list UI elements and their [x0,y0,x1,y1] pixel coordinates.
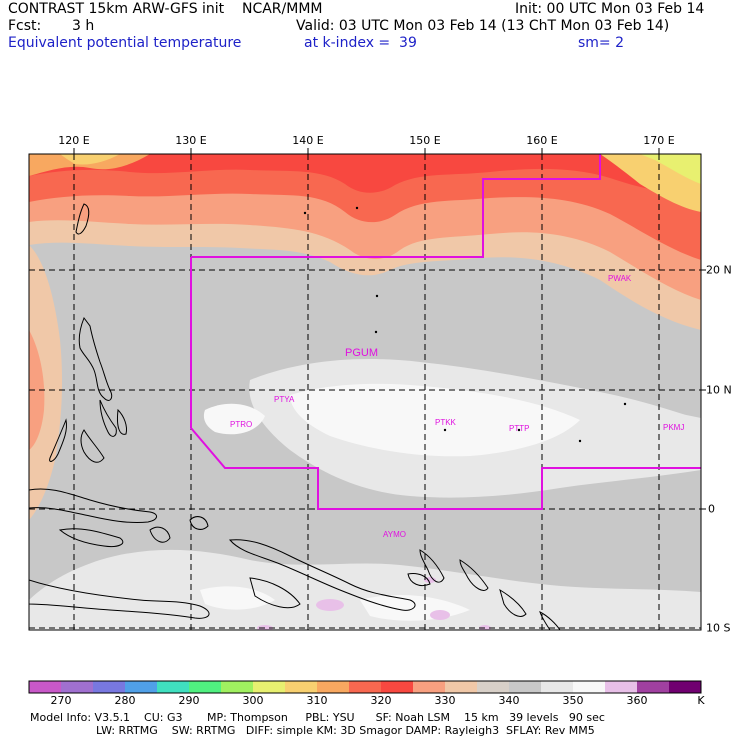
smoothing: sm= 2 [578,35,625,51]
lat-label-20n: 20 N [706,263,732,277]
colorbar-swatch [509,681,542,693]
colorbar-swatch [445,681,478,693]
level-index: at k-index = 39 [304,35,417,51]
colorbar-swatch [157,681,190,693]
station-aymo: AYMO [383,530,406,539]
colorbar-swatch [605,681,638,693]
colorbar-label-360: 360 [626,694,648,707]
field-name: Equivalent potential temperature [8,35,242,51]
forecast-hour: 3 h [72,18,95,34]
lon-label-120: 120 E [58,134,90,147]
model-info-line2: LW: RRTMG SW: RRTMG DIFF: simple KM: 3D … [96,724,595,737]
colorbar-swatch [573,681,606,693]
station-markers [303,206,627,443]
colorbar-swatch [349,681,382,693]
colorbar-swatch [125,681,158,693]
colorbar-swatch [61,681,94,693]
station-ptro: PTRO [230,420,252,429]
station-pgum: PGUM [345,347,378,359]
valid-time: Valid: 03 UTC Mon 03 Feb 14 (13 ChT Mon … [296,18,670,34]
colorbar-swatch [637,681,670,693]
colorbar-swatch [541,681,574,693]
colorbar-swatch [285,681,318,693]
colorbar-label-300: 300 [242,694,264,707]
colorbar-label-330: 330 [434,694,456,707]
colorbar-label-320: 320 [370,694,392,707]
colorbar-unit: K [697,694,705,707]
map-frame [28,153,702,631]
colorbar-label-340: 340 [498,694,520,707]
init-time: Init: 00 UTC Mon 03 Feb 14 [515,1,705,17]
coastlines [29,203,561,630]
station-ptya: PTYA [274,395,295,404]
colorbar-label-290: 290 [178,694,200,707]
colorbar-swatch [29,681,62,693]
colorbar-frame [28,680,702,694]
colorbar-swatch [669,681,702,693]
colorbar-label-350: 350 [562,694,584,707]
colorbar-label-310: 310 [306,694,328,707]
station-ptkk: PTKK [435,418,457,427]
station-pwak: PWAK [608,274,632,283]
lon-label-130: 130 E [175,134,207,147]
lat-label-10n: 10 N [706,383,732,397]
colorbar-label-270: 270 [50,694,72,707]
forecast-label: Fcst: [8,18,42,34]
colorbar-swatch [381,681,414,693]
product-title: CONTRAST 15km ARW-GFS init NCAR/MMM [8,1,323,17]
lat-label-10s: 10 S [706,621,731,635]
model-info-line1: Model Info: V3.5.1 CU: G3 MP: Thompson P… [30,711,605,724]
frame-ticks [73,148,706,510]
station-pkmj: PKMJ [663,423,684,432]
domain-boundary [190,154,701,510]
theta-e-field [29,154,701,630]
lon-label-140: 140 E [292,134,324,147]
colorbar-swatch [93,681,126,693]
lat-label-0: 0 [708,502,715,516]
station-pttp: PTTP [509,424,529,433]
graticule [29,154,701,630]
colorbar-swatch [413,681,446,693]
colorbar-swatch [477,681,510,693]
lon-label-160: 160 E [526,134,558,147]
colorbar-label-280: 280 [114,694,136,707]
colorbar-swatch [221,681,254,693]
colorbar-swatch [317,681,350,693]
colorbar [29,681,702,693]
colorbar-swatch [253,681,286,693]
lon-label-150: 150 E [409,134,441,147]
lon-label-170: 170 E [643,134,675,147]
colorbar-swatch [189,681,222,693]
